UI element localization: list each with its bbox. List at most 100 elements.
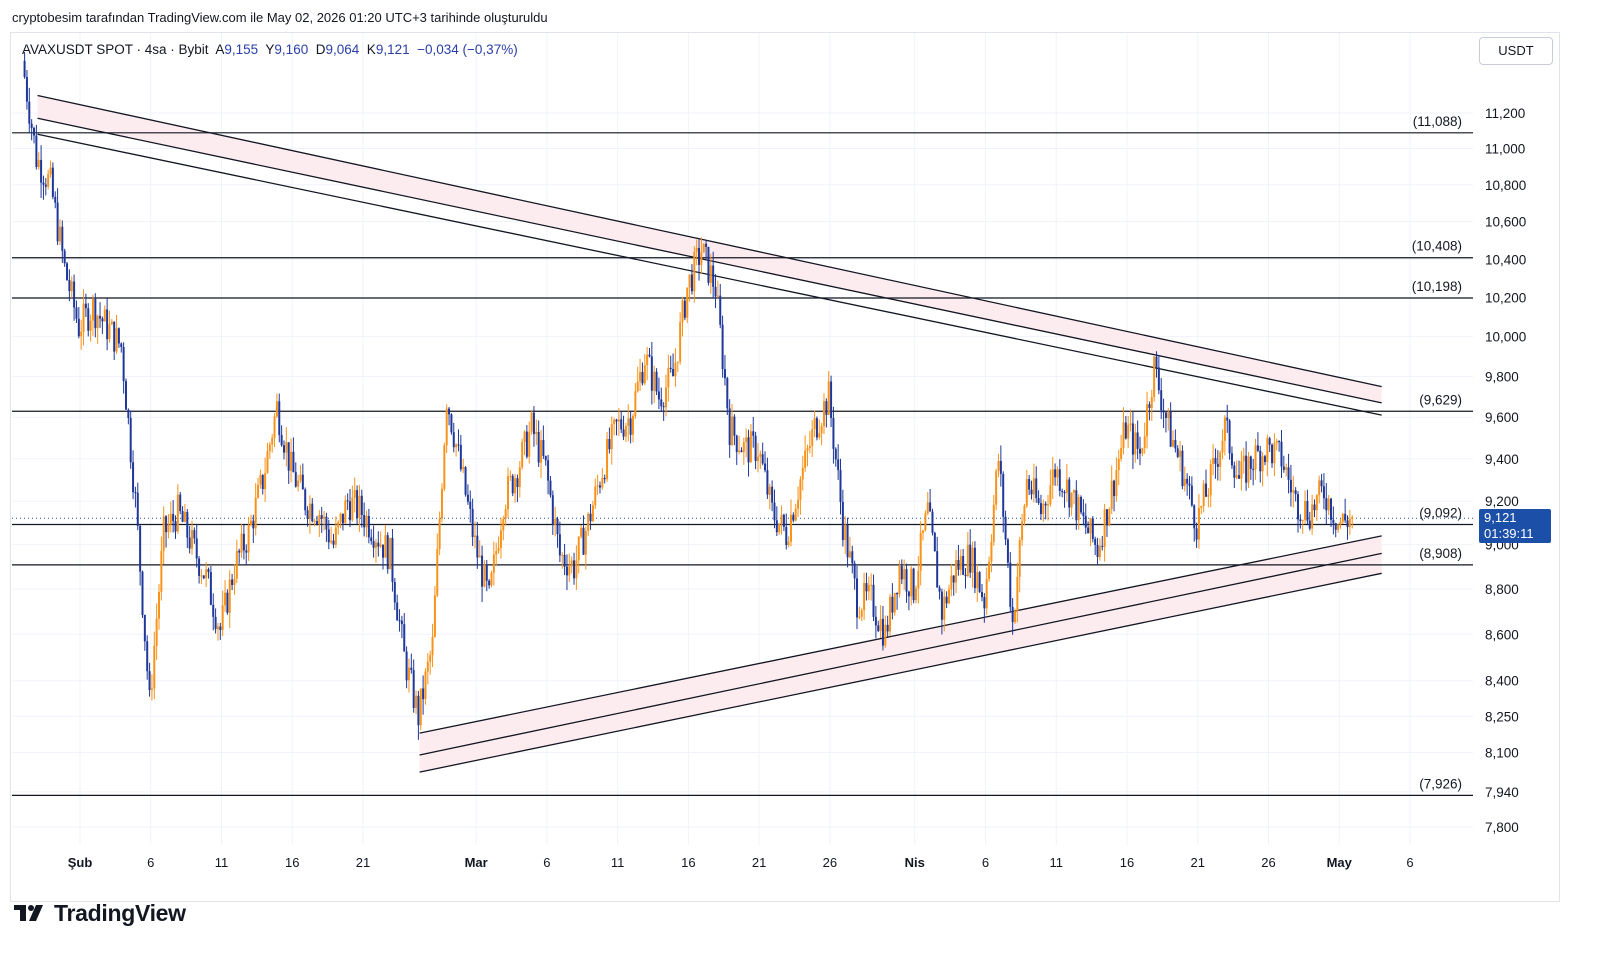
candle-body (70, 281, 73, 292)
candle-body (176, 494, 179, 532)
candle-body (1025, 479, 1028, 506)
candle-body (183, 511, 186, 522)
candle-body (330, 540, 333, 543)
candle-body (476, 535, 479, 558)
candle-body (103, 309, 106, 322)
candle-body (535, 432, 538, 435)
candle-body (1042, 503, 1045, 515)
candle-body (1101, 545, 1104, 547)
price-tick-label: 11,000 (1485, 142, 1525, 157)
candle-body (693, 251, 696, 292)
candle-body (627, 418, 630, 426)
price-tick-label: 10,600 (1485, 215, 1526, 230)
candle-body (617, 419, 620, 422)
candle-body (540, 440, 543, 463)
candle-body (733, 416, 736, 436)
candle-body (950, 575, 953, 590)
candle-body (1153, 356, 1156, 398)
candle-body (1021, 521, 1024, 541)
candle-body (667, 367, 670, 388)
candle-body (681, 300, 684, 323)
candle-body (56, 202, 59, 242)
candle-body (438, 518, 441, 550)
candle-body (1193, 505, 1196, 529)
candle-body (764, 463, 767, 471)
candle-body (1143, 436, 1146, 448)
candle-body (94, 298, 97, 329)
candle-body (606, 438, 609, 480)
candle-body (200, 575, 203, 577)
candle-body (766, 470, 769, 495)
candle-body (108, 324, 111, 340)
candle-body (110, 321, 113, 325)
candle-body (1110, 480, 1113, 509)
candle-body (337, 521, 340, 528)
candle-body (898, 565, 901, 595)
time-tick-label: 11 (1050, 855, 1064, 870)
candle-body (1082, 512, 1085, 516)
candle-body (620, 419, 623, 430)
candle-body (89, 320, 92, 331)
candle-body (122, 346, 125, 382)
candle-body (1084, 515, 1087, 528)
candle-body (952, 575, 955, 583)
candle-body (735, 435, 738, 452)
candle-body (702, 243, 705, 253)
candle-body (54, 196, 57, 203)
candle-body (23, 60, 26, 77)
candle-body (738, 450, 741, 452)
candle-body (1268, 438, 1271, 445)
symbol-name[interactable]: AVAXUSDT SPOT · 4sa · Bybit (22, 42, 209, 57)
candle-body (818, 433, 821, 438)
candle-body (563, 555, 566, 567)
candle-body (261, 474, 264, 490)
candle-body (202, 575, 205, 579)
candle-body (980, 592, 983, 598)
price-tick-label: 9,200 (1485, 494, 1519, 509)
currency-button[interactable]: USDT (1479, 37, 1553, 65)
candle-body (877, 625, 880, 632)
candle-body (674, 362, 677, 377)
candle-body (360, 495, 363, 516)
candle-body (379, 544, 382, 547)
candle-body (181, 511, 184, 522)
candle-body (259, 474, 262, 485)
candle-body (497, 548, 500, 552)
candle-body (1070, 492, 1073, 508)
candle-body (66, 263, 69, 281)
candle-body (457, 444, 460, 446)
candle-body (1160, 390, 1163, 411)
trend-line-lower-top (419, 535, 1382, 734)
chart-frame[interactable] (10, 32, 1560, 902)
candle-body (695, 247, 698, 252)
candle-body (139, 525, 142, 572)
candle-body (646, 354, 649, 366)
candle-body (226, 592, 229, 613)
candle-body (747, 437, 750, 463)
candle-body (1077, 496, 1080, 521)
axes: Şub 6 11 16 21 Mar 6 11 16 21 26 Nis 6 11 16 21 26 May 6 11… (68, 106, 1527, 870)
candle-body (782, 514, 785, 527)
candle-body (1164, 412, 1167, 418)
candle-body (252, 520, 255, 529)
candle-body (1072, 490, 1075, 493)
candle-body (962, 555, 965, 575)
candle-body (615, 419, 618, 422)
change-value: −0,034 (−0,37%) (417, 42, 518, 57)
candle-body (1334, 523, 1337, 530)
candle-body (339, 513, 342, 522)
tradingview-logo[interactable]: TradingView (14, 898, 186, 928)
candle-body (459, 444, 462, 470)
candle-body (502, 518, 505, 531)
price-tick-label: 9,600 (1485, 410, 1519, 425)
candle-body (679, 322, 682, 362)
last-price-tag: 9,121 01:39:11 (1479, 509, 1551, 543)
candle-body (1308, 520, 1311, 529)
candle-body (1162, 410, 1165, 413)
candle-body (1127, 424, 1130, 439)
candle-body (426, 661, 429, 672)
candle-body (1098, 545, 1101, 557)
trend-line-upper-mid (37, 117, 1382, 404)
time-tick-label: 21 (1191, 855, 1205, 870)
